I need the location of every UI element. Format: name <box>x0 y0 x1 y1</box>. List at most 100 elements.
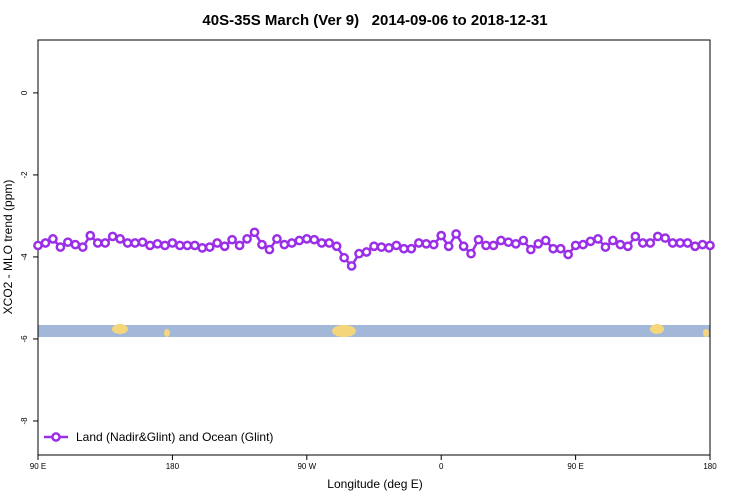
point <box>100 238 111 248</box>
point <box>272 234 282 244</box>
land <box>332 325 356 337</box>
y-tick-label: -2 <box>20 171 29 179</box>
point <box>212 238 223 248</box>
point <box>496 235 506 246</box>
point <box>167 238 178 248</box>
point <box>533 238 544 249</box>
point <box>391 240 402 251</box>
point <box>234 240 245 251</box>
point <box>242 234 252 244</box>
point <box>518 235 529 246</box>
point <box>361 247 372 257</box>
point <box>175 240 185 251</box>
x-tick-label: 90 E <box>567 462 583 471</box>
point <box>301 234 312 244</box>
point <box>33 240 43 251</box>
point <box>421 238 432 249</box>
point <box>413 238 424 248</box>
point <box>339 252 349 263</box>
point <box>406 243 417 254</box>
point <box>249 227 260 238</box>
point <box>473 234 484 245</box>
point <box>369 241 379 252</box>
point <box>570 240 581 251</box>
point <box>652 231 663 242</box>
point <box>525 244 536 255</box>
point <box>287 238 297 248</box>
point <box>682 238 693 248</box>
point <box>645 238 656 248</box>
x-tick-label: 90 E <box>30 462 46 471</box>
point <box>160 240 170 251</box>
x-tick-label: 0 <box>439 462 444 471</box>
point <box>548 243 559 254</box>
point <box>600 242 611 252</box>
point <box>540 235 551 246</box>
point <box>63 237 73 248</box>
point <box>115 234 125 244</box>
ocean-band <box>38 325 710 337</box>
point <box>443 241 454 252</box>
point <box>436 230 447 241</box>
legend-marker <box>51 432 61 442</box>
land <box>703 329 709 337</box>
point <box>152 238 163 249</box>
point <box>563 249 573 260</box>
point <box>399 243 409 254</box>
point <box>466 248 476 259</box>
point <box>309 234 320 245</box>
point <box>428 239 439 250</box>
point <box>182 240 193 251</box>
point <box>593 234 603 244</box>
point <box>264 244 275 255</box>
y-tick-label: -6 <box>20 335 29 343</box>
land <box>164 329 170 337</box>
point <box>705 240 715 251</box>
map-strip <box>38 324 710 337</box>
point <box>481 240 491 251</box>
x-tick-label: 180 <box>703 462 717 471</box>
point <box>346 261 357 271</box>
y-tick-label: 0 <box>20 90 29 95</box>
point <box>85 230 96 241</box>
y-axis-label: XCO2 - MLO trend (ppm) <box>1 180 15 315</box>
point <box>145 240 155 251</box>
x-axis-label: Longitude (deg E) <box>327 477 422 491</box>
point <box>324 238 335 248</box>
point <box>503 237 514 248</box>
point <box>637 238 648 248</box>
point <box>55 242 66 252</box>
point <box>488 240 499 251</box>
point <box>197 243 208 253</box>
point <box>615 239 626 250</box>
point <box>675 238 685 248</box>
legend-label: Land (Nadir&Glint) and Ocean (Glint) <box>76 430 273 444</box>
y-tick-label: -8 <box>20 417 29 425</box>
point <box>451 229 461 239</box>
point <box>354 248 364 259</box>
point <box>690 241 700 252</box>
point <box>219 241 230 252</box>
point <box>316 238 327 248</box>
point <box>384 243 394 253</box>
point <box>294 235 305 246</box>
point <box>204 242 215 252</box>
chart-title: 40S-35S March (Ver 9) 2014-09-06 to 2018… <box>202 12 547 29</box>
land <box>650 324 664 334</box>
y-tick-label: -4 <box>20 253 29 261</box>
point <box>458 241 469 252</box>
point <box>578 239 588 250</box>
point <box>189 240 200 251</box>
point <box>331 241 342 252</box>
point <box>257 239 267 250</box>
point <box>279 239 290 250</box>
point <box>630 231 641 242</box>
point <box>623 241 633 252</box>
point <box>227 234 237 245</box>
point <box>107 231 118 242</box>
point <box>585 236 596 247</box>
point <box>48 234 58 244</box>
point <box>511 238 521 249</box>
point <box>697 239 708 250</box>
